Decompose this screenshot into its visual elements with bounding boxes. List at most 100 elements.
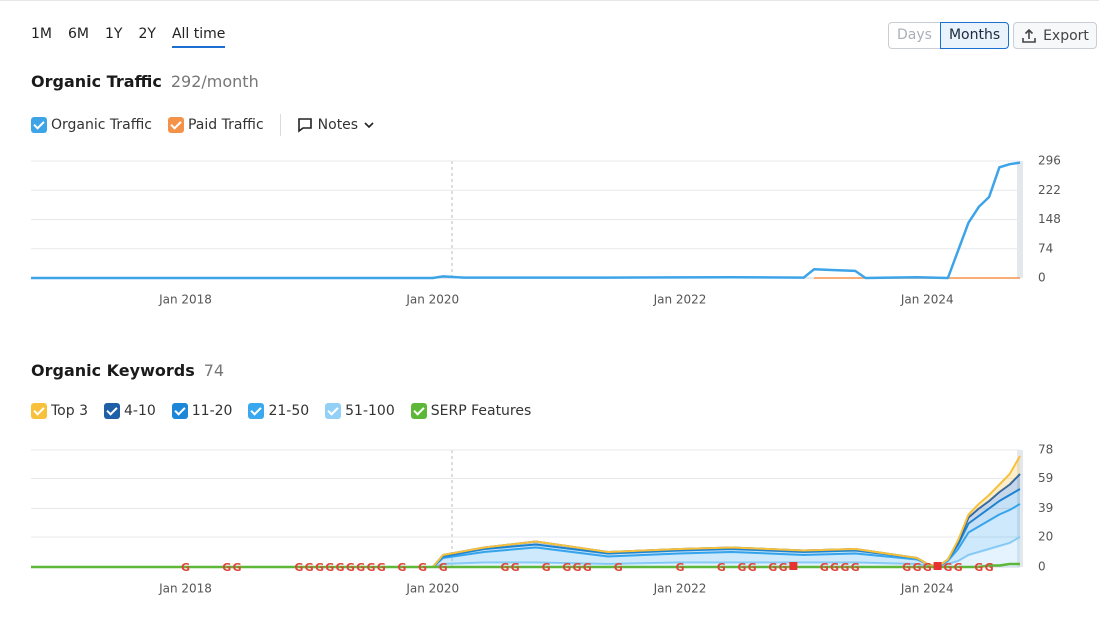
- legend-items: Top 3 4-10 11-20 21-50 51-100 SERP Features: [31, 403, 547, 419]
- event-marker: G: [717, 561, 726, 574]
- notes-label: Notes: [317, 117, 359, 133]
- legend-label: 51-100: [345, 403, 395, 419]
- event-marker: G: [181, 561, 190, 574]
- legend-label: Organic Traffic: [51, 117, 152, 133]
- event-marker: G: [325, 561, 334, 574]
- legend-item[interactable]: 51-100: [325, 403, 395, 419]
- legend-item[interactable]: SERP Features: [410, 403, 532, 419]
- chart-title: Organic Keywords: [31, 361, 195, 380]
- area-line: [31, 503, 1021, 568]
- event-marker: G: [954, 561, 963, 574]
- legend-checkbox[interactable]: [31, 117, 47, 133]
- x-tick-label: Jan 2020: [405, 582, 459, 596]
- event-marker: G: [439, 561, 448, 574]
- y-tick-label: 39: [1038, 501, 1053, 515]
- range-tab[interactable]: 6M: [68, 26, 89, 42]
- separator: [279, 114, 281, 136]
- y-tick-label: 148: [1038, 212, 1061, 226]
- event-marker: G: [840, 561, 849, 574]
- legend-checkbox[interactable]: [103, 403, 120, 419]
- y-tick-label: 59: [1038, 471, 1053, 485]
- legend: Top 3 4-10 11-20 21-50 51-100 SERP Features: [31, 403, 547, 419]
- event-marker: G: [346, 561, 355, 574]
- legend-item[interactable]: Top 3: [31, 403, 88, 419]
- y-tick-label: 0: [1038, 271, 1046, 285]
- top-border: [0, 0, 1099, 1]
- chart-subtitle: 292/month: [170, 72, 259, 91]
- range-tab[interactable]: All time: [171, 26, 226, 48]
- event-marker: G: [294, 561, 303, 574]
- notes-icon: [297, 118, 312, 133]
- x-tick-label: Jan 2018: [158, 582, 212, 596]
- y-tick-label: 222: [1038, 183, 1061, 197]
- export-label: Export: [1043, 27, 1089, 44]
- range-tab[interactable]: 1Y: [105, 26, 123, 42]
- event-marker: G: [676, 561, 685, 574]
- event-marker: G: [233, 561, 242, 574]
- range-tab[interactable]: 2Y: [138, 26, 156, 42]
- x-tick-label: Jan 2022: [653, 582, 707, 596]
- event-marker: G: [542, 561, 551, 574]
- y-tick-label: 296: [1038, 154, 1061, 168]
- days-button[interactable]: Days: [888, 22, 940, 49]
- legend-label: 4-10: [123, 403, 156, 419]
- legend-label: Top 3: [51, 403, 88, 419]
- event-marker: G: [315, 561, 324, 574]
- y-tick-label: 20: [1038, 530, 1053, 544]
- legend-label: 21-50: [268, 403, 310, 419]
- legend-item[interactable]: Paid Traffic: [167, 117, 264, 133]
- event-marker: G: [511, 561, 520, 574]
- legend-checkbox[interactable]: [248, 403, 265, 419]
- note-flag: [933, 562, 942, 570]
- legend-label: 11-20: [191, 403, 233, 419]
- event-marker: G: [500, 561, 509, 574]
- event-marker: G: [985, 561, 994, 574]
- export-button[interactable]: Export: [1013, 22, 1097, 49]
- event-marker: G: [336, 561, 345, 574]
- y-tick-label: 74: [1038, 241, 1053, 255]
- range-tab[interactable]: 1M: [31, 26, 52, 42]
- legend-label: SERP Features: [430, 403, 532, 419]
- event-marker: G: [583, 561, 592, 574]
- legend-item[interactable]: 4-10: [103, 403, 156, 419]
- event-marker: G: [397, 561, 406, 574]
- event-marker: G: [974, 561, 983, 574]
- chevron: [364, 122, 374, 129]
- legend-item[interactable]: 21-50: [248, 403, 309, 419]
- legend-checkbox[interactable]: [171, 403, 188, 419]
- event-marker: G: [366, 561, 375, 574]
- granularity-toggle: Days Months: [888, 22, 1010, 49]
- chart-header: Organic Keywords 74: [31, 361, 224, 380]
- event-marker: G: [614, 561, 623, 574]
- chart-header: Organic Traffic 292/month: [31, 72, 259, 91]
- y-tick-label: 0: [1038, 560, 1046, 574]
- series-line: [31, 562, 1020, 569]
- legend-checkbox[interactable]: [31, 403, 47, 419]
- y-tick-label: 78: [1038, 443, 1053, 457]
- months-button[interactable]: Months: [939, 22, 1010, 49]
- x-tick-label: Jan 2024: [900, 582, 954, 596]
- event-marker: G: [305, 561, 314, 574]
- legend-checkbox[interactable]: [325, 403, 342, 419]
- note-flag: [789, 562, 798, 570]
- event-marker: G: [902, 561, 911, 574]
- notes-button[interactable]: Notes: [297, 117, 375, 133]
- legend: Organic Traffic Paid Traffic Notes: [31, 114, 375, 136]
- legend-items: Organic Traffic Paid Traffic: [31, 117, 280, 133]
- chart-title: Organic Traffic: [31, 72, 162, 91]
- event-marker: G: [912, 561, 921, 574]
- area-line: [31, 455, 1021, 568]
- event-marker: G: [943, 561, 952, 574]
- legend-item[interactable]: 11-20: [171, 403, 233, 419]
- legend-checkbox[interactable]: [410, 403, 427, 419]
- legend-item[interactable]: Organic Traffic: [31, 117, 152, 133]
- event-marker: G: [222, 561, 231, 574]
- series-line: [31, 161, 1021, 280]
- event-marker: G: [748, 561, 757, 574]
- x-tick-label: Jan 2020: [405, 293, 459, 307]
- event-marker: G: [830, 561, 839, 574]
- range-tabs: 1M 6M 1Y 2Y All time: [31, 26, 226, 48]
- area-fill: [31, 504, 1020, 567]
- legend-checkbox[interactable]: [167, 117, 184, 133]
- event-marker: G: [418, 561, 427, 574]
